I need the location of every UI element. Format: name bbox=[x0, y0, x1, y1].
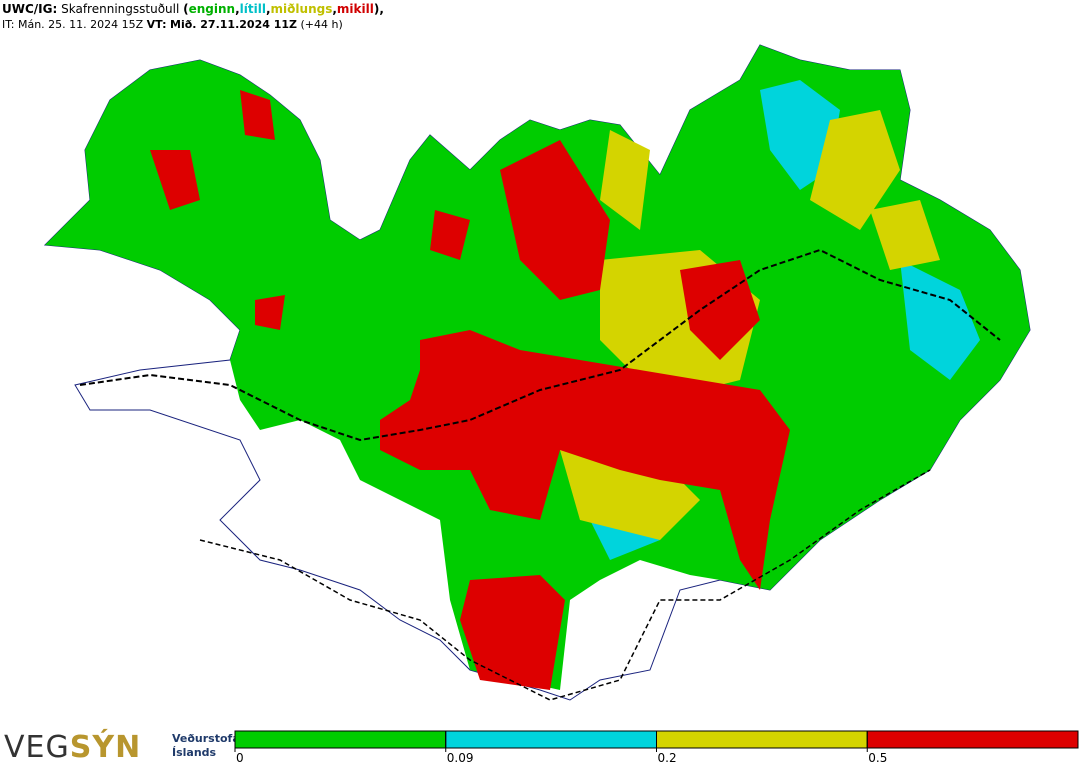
level-text: ), bbox=[373, 2, 384, 16]
roads bbox=[79, 248, 1001, 442]
valid-prefix: VT: bbox=[146, 18, 167, 31]
legend-swatch bbox=[234, 730, 447, 749]
header: UWC/IG: Skafrenningsstuðull (enginn,líti… bbox=[2, 2, 384, 32]
legend-swatch bbox=[656, 730, 868, 749]
lead-time: (+44 h) bbox=[300, 18, 343, 31]
legend-label: 0.5 bbox=[868, 751, 887, 765]
issue-time: Mán. 25. 11. 2024 15Z bbox=[17, 18, 144, 31]
cyan-area bbox=[900, 260, 980, 380]
issue-prefix: IT: bbox=[2, 18, 15, 31]
title-line: UWC/IG: Skafrenningsstuðull (enginn,líti… bbox=[2, 2, 384, 17]
level-text: , bbox=[235, 2, 240, 16]
level-text: enginn bbox=[188, 2, 236, 16]
legend-swatch bbox=[445, 730, 657, 749]
level-text: miðlungs bbox=[270, 2, 333, 16]
legend-swatch bbox=[866, 730, 1079, 749]
levels: (enginn,lítill,miðlungs,mikill), bbox=[183, 2, 384, 16]
legend-label: 0.09 bbox=[447, 751, 474, 765]
yellow-area bbox=[600, 130, 650, 230]
time-line: IT: Mán. 25. 11. 2024 15Z VT: Mið. 27.11… bbox=[2, 17, 384, 32]
level-text: lítill bbox=[239, 2, 266, 16]
valid-time: Mið. 27.11.2024 11Z bbox=[170, 18, 297, 31]
org-name: Veðurstofa Íslands bbox=[172, 732, 240, 760]
red-area bbox=[500, 140, 610, 300]
logo-part: SÝN bbox=[69, 730, 142, 765]
level-text: ( bbox=[183, 2, 189, 16]
roads bbox=[199, 469, 931, 701]
yellow-area bbox=[870, 200, 940, 270]
level-text: , bbox=[332, 2, 337, 16]
org-line: Veðurstofa bbox=[172, 732, 240, 745]
red-area bbox=[150, 150, 200, 210]
level-text: mikill bbox=[336, 2, 374, 16]
yellow-area bbox=[810, 110, 900, 230]
red-area bbox=[380, 330, 790, 590]
product-name: Skafrenningsstuðull bbox=[61, 2, 180, 16]
legend-label: 0.2 bbox=[658, 751, 677, 765]
red-area bbox=[430, 210, 470, 260]
product-code: UWC/IG: bbox=[2, 2, 58, 16]
logo: VEGSÝN bbox=[4, 730, 141, 765]
red-area bbox=[255, 295, 285, 330]
red-areas bbox=[150, 90, 790, 690]
map bbox=[43, 44, 1031, 701]
red-area bbox=[680, 260, 760, 360]
logo-part: VEG bbox=[4, 730, 70, 765]
red-area bbox=[240, 90, 275, 140]
org-line: Íslands bbox=[172, 746, 217, 759]
level-text: , bbox=[265, 2, 271, 16]
red-area bbox=[460, 575, 565, 690]
